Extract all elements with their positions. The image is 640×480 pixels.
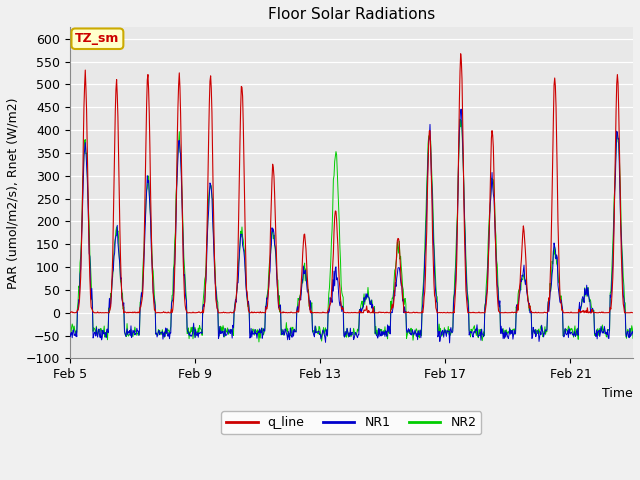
Title: Floor Solar Radiations: Floor Solar Radiations xyxy=(268,7,435,22)
X-axis label: Time: Time xyxy=(602,387,633,400)
Y-axis label: PAR (umol/m2/s), Rnet (W/m2): PAR (umol/m2/s), Rnet (W/m2) xyxy=(7,97,20,288)
Legend: q_line, NR1, NR2: q_line, NR1, NR2 xyxy=(221,411,481,434)
Text: TZ_sm: TZ_sm xyxy=(76,32,120,45)
